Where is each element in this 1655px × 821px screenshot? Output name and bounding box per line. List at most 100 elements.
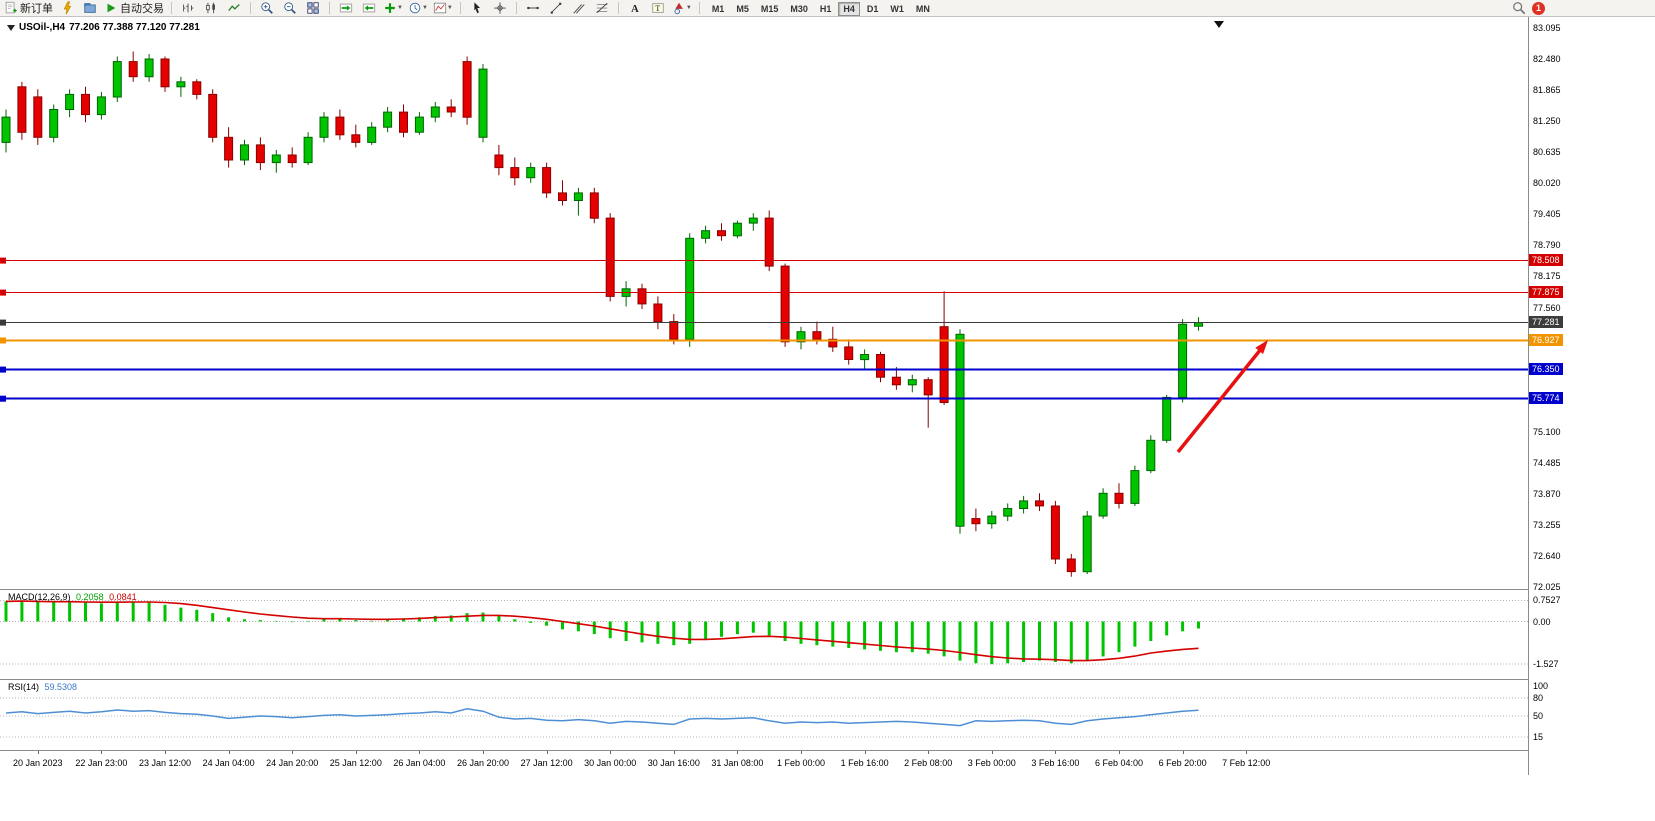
candle [33, 96, 43, 138]
fibonacci-button[interactable] [592, 1, 612, 16]
timeframe-button-mn[interactable]: MN [915, 4, 930, 14]
zoom-in-icon [261, 2, 273, 14]
time-label: 23 Jan 12:00 [138, 758, 192, 768]
new-chart-button[interactable]: ▼ [382, 1, 404, 16]
macd-histogram-bar [894, 621, 898, 653]
rsi-axis-label: 15 [1533, 732, 1544, 742]
price-label: 80.020 [1533, 178, 1561, 189]
price-label: 72.025 [1533, 582, 1561, 593]
macd-histogram-bar [465, 613, 469, 622]
price-label: 81.250 [1533, 116, 1561, 127]
cursor-button[interactable] [467, 1, 487, 16]
notification-badge[interactable]: 1 [1532, 1, 1545, 15]
timeframe-button-w1[interactable]: W1 [890, 4, 904, 14]
autotrading-button[interactable]: 自动交易 [103, 1, 165, 16]
macd-histogram-bar [20, 600, 24, 622]
macd-axis-label: 0.7527 [1533, 595, 1561, 606]
symbol-marker-icon [7, 24, 15, 31]
auto-scroll-button[interactable] [336, 1, 356, 16]
timeframe-button-m15[interactable]: M15 [760, 4, 779, 14]
quick-trade-button[interactable] [57, 1, 77, 16]
candlestick-chart-button[interactable] [201, 1, 221, 16]
plus-icon [385, 3, 395, 13]
macd-histogram-bar [1197, 621, 1200, 629]
horizontal-line-icon [527, 6, 539, 10]
candle [494, 154, 504, 169]
candle [1003, 508, 1013, 517]
timeframe-button-h1[interactable]: H1 [819, 4, 832, 14]
main-chart[interactable] [0, 17, 1528, 590]
candle [1162, 396, 1172, 441]
timeframe-button-m30[interactable]: M30 [790, 4, 808, 14]
time-label: 30 Jan 00:00 [584, 758, 637, 768]
price-label: 79.405 [1533, 209, 1561, 220]
line-chart-button[interactable] [224, 1, 244, 16]
candle [160, 58, 170, 88]
new-order-label: 新订单 [20, 3, 53, 15]
candle [510, 167, 520, 179]
macd-histogram-bar [1101, 621, 1105, 657]
candle [208, 93, 218, 138]
text-tool-button[interactable]: A [625, 1, 645, 16]
price-badge: 75.774 [1529, 392, 1563, 404]
channel-icon [573, 4, 585, 14]
time-tick [165, 751, 166, 754]
timeframe-button-m1[interactable]: M1 [711, 4, 725, 14]
line-chart-icon [228, 4, 240, 12]
symbol-title: USOil-,H4 [19, 22, 66, 33]
time-tick [991, 751, 993, 754]
hline-left-marker [0, 319, 6, 326]
zoom-out-button[interactable] [280, 1, 300, 16]
axis-separator [0, 750, 1655, 751]
macd-histogram-bar [767, 621, 771, 636]
macd-histogram-bar [131, 601, 135, 622]
timeframe-button-d1[interactable]: D1 [866, 4, 879, 14]
price-label: 73.255 [1533, 519, 1561, 530]
tile-windows-button[interactable] [303, 1, 323, 16]
periods-button[interactable]: ▼ [407, 1, 429, 16]
rsi-label: RSI(14) 59.5308 [8, 682, 77, 692]
rsi-panel [0, 697, 1528, 738]
text-label-button[interactable]: T [648, 1, 668, 16]
hline-left-marker [0, 257, 6, 264]
timeframe-button-h4[interactable]: H4 [838, 2, 860, 16]
candle [844, 346, 854, 360]
timeframe-button-m5[interactable]: M5 [736, 4, 749, 14]
search-icon[interactable] [1512, 1, 1526, 15]
indicators-button[interactable]: ▼ [432, 1, 454, 16]
bar-chart-button[interactable] [178, 1, 198, 16]
horizontal-line-button[interactable] [523, 1, 543, 16]
macd-histogram-bar [4, 601, 8, 622]
chart-shift-marker-icon[interactable] [1214, 21, 1224, 28]
time-label: 31 Jan 08:00 [711, 758, 764, 768]
candle [224, 136, 234, 161]
candle [255, 144, 265, 164]
zoom-in-button[interactable] [257, 1, 277, 16]
time-label: 3 Feb 00:00 [967, 758, 1016, 768]
trendline-button[interactable] [546, 1, 566, 16]
macd-histogram-bar [68, 601, 72, 622]
candle [128, 61, 138, 78]
candle [96, 96, 106, 116]
profiles-button[interactable] [80, 1, 100, 16]
panel-separator[interactable] [0, 589, 1655, 590]
profiles-icon [84, 3, 96, 13]
trend-arrow[interactable] [1176, 347, 1263, 454]
new-order-button[interactable]: 新订单 [3, 1, 54, 16]
chart-shift-button[interactable] [359, 1, 379, 16]
hline-left-marker [0, 289, 6, 296]
crosshair-button[interactable] [490, 1, 510, 16]
time-tick [101, 751, 103, 754]
rsi-line [5, 708, 1199, 727]
arrows-tool-button[interactable]: ▼ [671, 1, 693, 16]
timeframe-toolbar: M1 M5 M15 M30 H1 H4 D1 W1 MN [706, 0, 936, 17]
candle [287, 154, 297, 164]
candle [240, 144, 249, 161]
time-label: 3 Feb 16:00 [1031, 758, 1080, 768]
channel-button[interactable] [569, 1, 589, 16]
panel-separator[interactable] [0, 679, 1655, 680]
macd-histogram-bar [52, 602, 56, 622]
candle [112, 61, 122, 98]
price-label: 77.560 [1533, 302, 1561, 313]
trend-arrow-head[interactable] [1255, 340, 1268, 354]
